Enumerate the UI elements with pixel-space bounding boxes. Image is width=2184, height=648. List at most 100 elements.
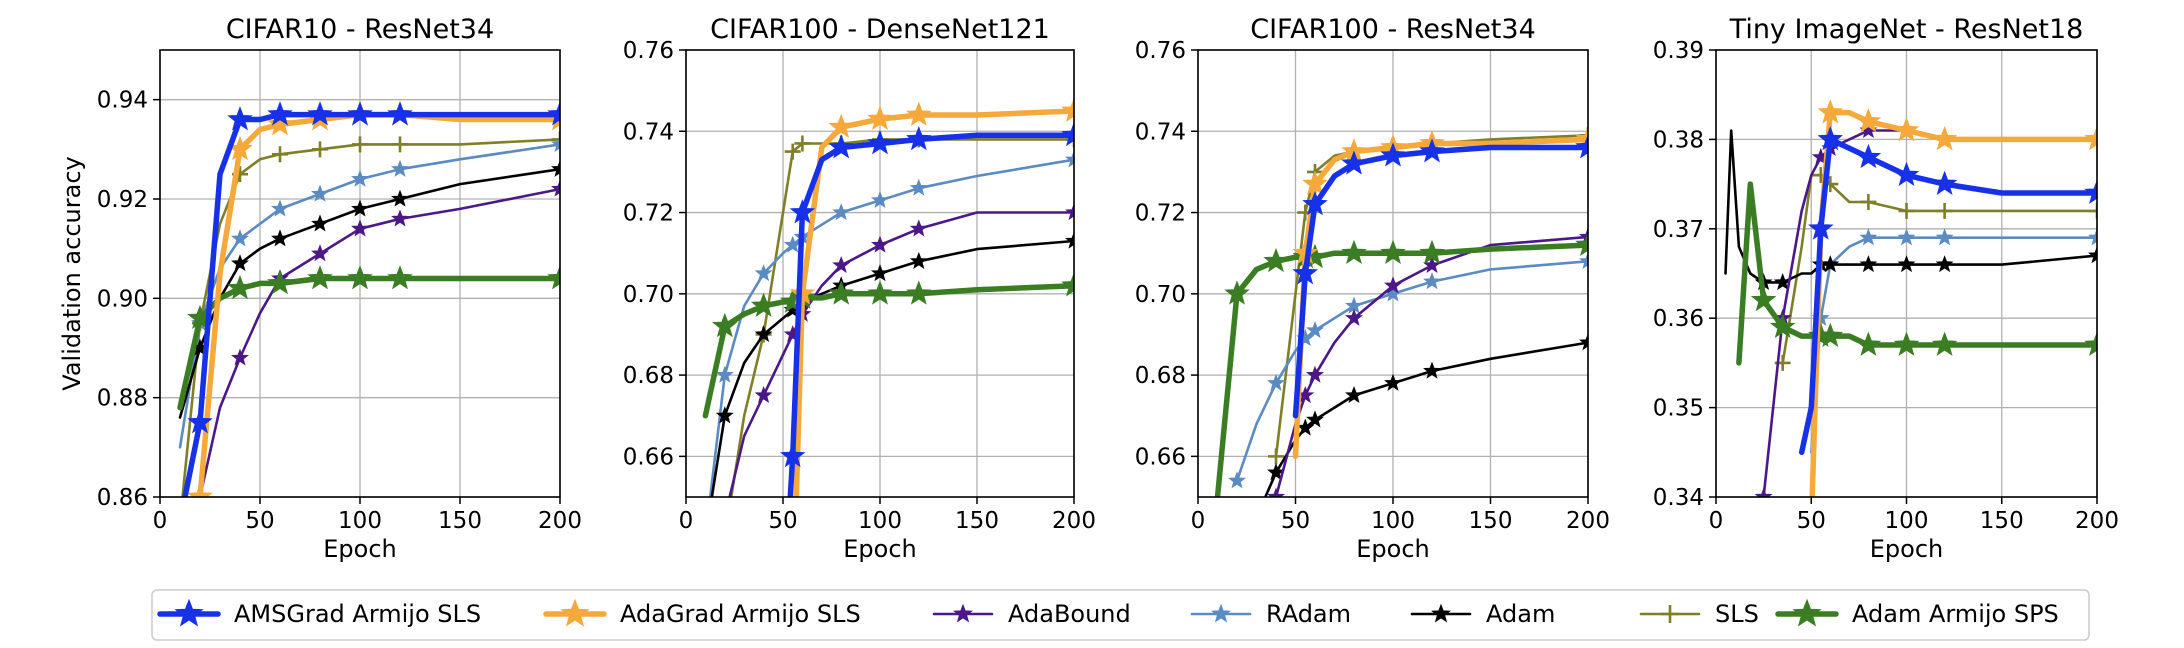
data-point-adagrad-armijo-sls: [1817, 99, 1844, 124]
y-tick-label: 0.72: [1135, 201, 1186, 227]
x-tick-label: 0: [153, 508, 168, 534]
data-point-adam: [909, 251, 928, 269]
legend-label: SLS: [1715, 600, 1759, 628]
data-point-adabound: [871, 235, 889, 253]
data-point-adabound: [391, 209, 409, 227]
x-axis-label: Epoch: [323, 535, 397, 563]
legend-item-adabound: AdaBound: [932, 600, 1131, 628]
series-line-adabound: [198, 187, 560, 497]
chart-title: CIFAR100 - ResNet34: [1250, 14, 1536, 45]
legend-label: AdaBound: [1008, 600, 1131, 628]
data-point-radam: [311, 184, 329, 202]
y-tick-label: 0.72: [623, 201, 674, 227]
data-point-amsgrad-armijo-sls: [1419, 138, 1445, 163]
data-point-adagrad-armijo-sls: [906, 101, 932, 126]
data-point-adagrad-armijo-sls: [2084, 125, 2097, 151]
data-point-adabound: [1754, 487, 1773, 497]
data-point-adagrad-armijo-sls: [1302, 170, 1328, 195]
x-tick-label: 100: [338, 508, 382, 534]
data-point-amsgrad-armijo-sls: [227, 106, 253, 131]
series-group: [1214, 125, 1588, 497]
y-tick-label: 0.38: [1653, 127, 1704, 153]
data-point-adam: [715, 406, 734, 424]
data-point-adam-armijo-sps: [1817, 322, 1844, 347]
y-tick-label: 0.74: [1135, 119, 1186, 145]
data-point-radam: [551, 135, 560, 152]
y-tick-label: 0.90: [97, 286, 148, 312]
y-tick-label: 0.86: [97, 485, 148, 511]
data-point-sls: [1268, 448, 1284, 465]
data-point-adam: [1579, 333, 1588, 351]
series-line-radam: [1235, 260, 1588, 482]
data-point-amsgrad-armijo-sls: [1808, 215, 1834, 240]
data-point-radam: [909, 178, 928, 196]
data-point-adam: [871, 264, 889, 282]
series-line-adam-armijo-sps: [1214, 242, 1588, 497]
data-point-adam: [1423, 361, 1441, 379]
y-tick-label: 0.70: [1135, 282, 1186, 308]
data-point-sls: [2089, 202, 2097, 219]
series-line-sls: [729, 138, 1074, 497]
data-point-adagrad-armijo-sls: [1893, 117, 1920, 142]
y-tick-label: 0.68: [623, 363, 674, 389]
data-point-adam-armijo-sps: [347, 265, 373, 290]
data-point-amsgrad-armijo-sls: [1380, 142, 1406, 167]
data-point-amsgrad-armijo-sls: [1575, 134, 1588, 159]
x-tick-label: 100: [858, 508, 902, 534]
series-line-adagrad-armijo-sls: [793, 108, 1074, 497]
legend: AMSGrad Armijo SLS AdaGrad Armijo SLS AdaB…: [151, 589, 2090, 641]
y-tick-label: 0.37: [1653, 217, 1704, 243]
data-point-amsgrad-armijo-sls: [307, 101, 333, 126]
data-point-adam-armijo-sps: [1750, 286, 1777, 312]
data-point-radam: [231, 229, 249, 247]
data-point-radam: [1579, 251, 1588, 269]
series-line-adam: [1724, 129, 2097, 284]
data-point-amsgrad-armijo-sls: [347, 101, 373, 126]
data-point-amsgrad-armijo-sls: [187, 409, 213, 434]
series-group: [177, 101, 560, 497]
data-point-radam: [754, 264, 773, 282]
data-point-amsgrad-armijo-sls: [1061, 121, 1074, 147]
data-point-adam: [1384, 373, 1402, 391]
data-point-radam: [1897, 228, 1916, 246]
data-point-adam-armijo-sps: [1341, 239, 1367, 265]
data-point-adam-armijo-sps: [547, 265, 560, 290]
data-point-adam-armijo-sps: [1419, 239, 1445, 265]
data-point-adam-armijo-sps: [712, 312, 738, 338]
data-point-adagrad-armijo-sls: [1061, 97, 1074, 122]
y-axis-label: Validation accuracy: [58, 156, 86, 390]
data-point-adam-armijo-sps: [1893, 331, 1920, 356]
data-point-radam: [351, 169, 369, 187]
data-point-radam: [1065, 150, 1074, 168]
data-point-adagrad-armijo-sls: [187, 483, 213, 497]
legend-marker: [1431, 603, 1451, 623]
x-tick-label: 50: [1281, 508, 1310, 534]
data-point-adam-armijo-sps: [227, 274, 253, 300]
series-line-sls: [181, 138, 560, 497]
x-axis-label: Epoch: [843, 535, 917, 563]
data-point-adam-armijo-sps: [828, 280, 854, 305]
data-point-adabound: [754, 385, 773, 404]
legend-label: AMSGrad Armijo SLS: [234, 600, 481, 628]
x-tick-label: 150: [955, 508, 999, 534]
data-point-adabound: [231, 348, 249, 366]
data-point-adam-armijo-sps: [867, 280, 893, 305]
legend-label: Adam: [1486, 600, 1555, 628]
legend-marker: [174, 598, 204, 627]
data-point-amsgrad-armijo-sls: [1292, 260, 1319, 285]
legend-item-adam: Adam: [1410, 600, 1555, 628]
data-point-amsgrad-armijo-sls: [789, 199, 816, 224]
data-point-amsgrad-armijo-sls: [2084, 179, 2097, 204]
legend-box: [151, 589, 2090, 641]
data-point-adagrad-armijo-sls: [1931, 125, 1958, 151]
x-tick-label: 0: [1709, 508, 1724, 534]
data-point-sls: [352, 136, 368, 153]
legend-item-adam-armijo-sps: Adam Armijo SPS: [1775, 598, 2059, 628]
data-point-radam: [1267, 373, 1285, 391]
legend-label: AdaGrad Armijo SLS: [620, 600, 861, 628]
x-tick-label: 50: [245, 508, 274, 534]
data-point-radam: [1423, 272, 1441, 290]
data-point-sls: [552, 131, 560, 148]
data-point-sls: [717, 530, 733, 546]
